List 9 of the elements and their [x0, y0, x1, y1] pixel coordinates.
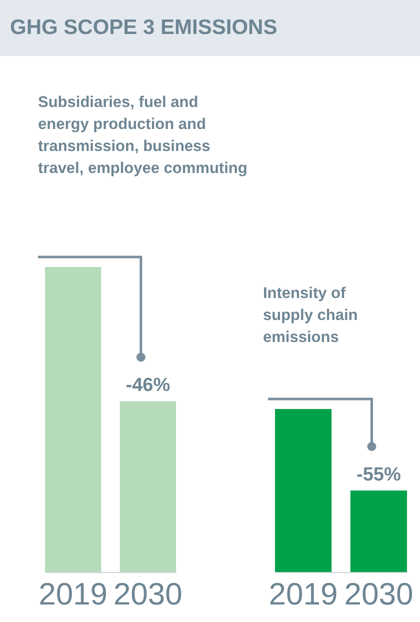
x-tick-label: 2030	[344, 576, 414, 612]
annotation: -55%	[356, 464, 401, 486]
chart-subtitle: Subsidiaries, fuel and energy production and transmission, business travel, employee commuting	[38, 93, 248, 179]
chart-title: GHG SCOPE 3 EMISSIONS	[0, 0, 420, 56]
x-tick-label: 2030	[113, 576, 182, 612]
annotation: -46%	[126, 375, 170, 396]
x-tick-label: 2019	[38, 576, 108, 612]
chart-subtitle: Intensity of supply chain emissions	[263, 284, 359, 348]
x-tick-label: 2019	[268, 576, 338, 612]
